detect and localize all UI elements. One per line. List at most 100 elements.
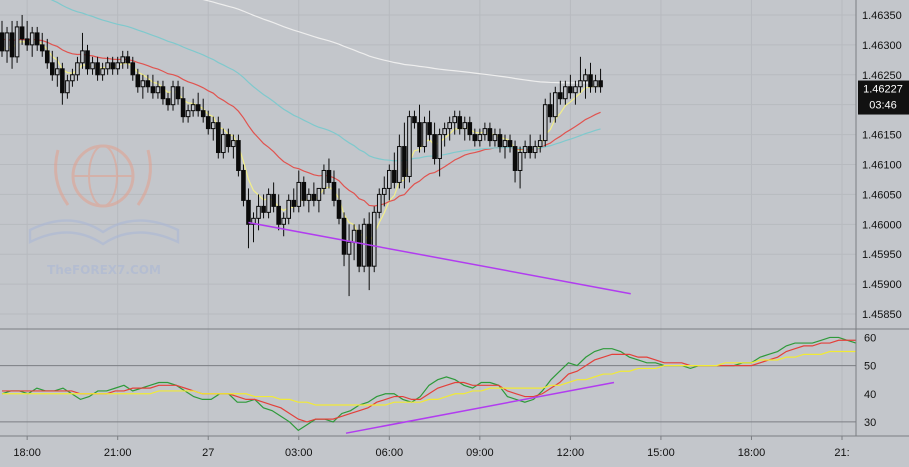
candle[interactable]	[120, 50, 126, 69]
candle[interactable]	[215, 116, 221, 159]
candle[interactable]	[522, 140, 528, 159]
candle[interactable]	[542, 98, 548, 147]
candle[interactable]	[145, 74, 151, 93]
candle[interactable]	[387, 164, 392, 201]
candle[interactable]	[14, 20, 20, 63]
candle[interactable]	[55, 56, 60, 87]
price-scale[interactable]: 1.45850 1.45900 1.45950 1.46000 1.46050 1.461…	[862, 10, 902, 321]
candle[interactable]	[427, 110, 432, 141]
candle[interactable]	[547, 92, 553, 123]
candle[interactable]	[9, 20, 15, 69]
candle[interactable]	[4, 26, 10, 63]
candle[interactable]	[286, 194, 292, 225]
candle[interactable]	[397, 134, 402, 189]
stochastic-trendline[interactable]	[345, 381, 615, 434]
price-panel[interactable]	[0, 0, 631, 297]
candle[interactable]	[195, 92, 201, 117]
candle[interactable]	[125, 50, 131, 69]
candle[interactable]	[39, 32, 45, 57]
candle[interactable]	[205, 110, 211, 135]
stochastic-panel[interactable]	[0, 336, 857, 434]
candle[interactable]	[236, 134, 241, 177]
candle[interactable]	[371, 206, 377, 273]
candle[interactable]	[75, 56, 80, 81]
candle[interactable]	[261, 194, 266, 219]
candle[interactable]	[291, 188, 297, 213]
candle[interactable]	[361, 218, 367, 273]
candle[interactable]	[80, 32, 85, 69]
candle[interactable]	[301, 176, 307, 207]
candle[interactable]	[573, 80, 578, 105]
candle[interactable]	[578, 56, 583, 93]
candle[interactable]	[241, 164, 246, 207]
candle[interactable]	[341, 212, 347, 267]
candle[interactable]	[150, 74, 156, 99]
candle[interactable]	[210, 116, 216, 141]
candle[interactable]	[90, 56, 95, 75]
candle[interactable]	[226, 128, 231, 153]
candle[interactable]	[221, 128, 226, 159]
candle[interactable]	[160, 80, 166, 105]
candle[interactable]	[316, 187, 322, 213]
candle[interactable]	[271, 182, 276, 213]
candle[interactable]	[130, 56, 136, 81]
candle[interactable]	[251, 212, 256, 243]
candle[interactable]	[306, 188, 312, 213]
candle[interactable]	[563, 80, 568, 105]
candle[interactable]	[281, 212, 286, 237]
candle[interactable]	[407, 110, 412, 183]
candle[interactable]	[532, 140, 538, 159]
candle[interactable]	[392, 152, 397, 189]
candle[interactable]	[50, 50, 55, 81]
candle[interactable]	[346, 224, 352, 297]
candle[interactable]	[447, 116, 452, 141]
candle[interactable]	[452, 110, 457, 135]
candle[interactable]	[185, 104, 191, 123]
candle[interactable]	[497, 128, 503, 153]
candle[interactable]	[402, 122, 407, 189]
candles[interactable]	[0, 14, 603, 297]
candle[interactable]	[517, 146, 523, 189]
candle[interactable]	[583, 68, 588, 99]
candle[interactable]	[105, 56, 110, 75]
candle[interactable]	[0, 20, 5, 57]
candle[interactable]	[457, 110, 463, 135]
candle[interactable]	[85, 44, 90, 75]
candle[interactable]	[321, 164, 327, 195]
stochastic-scale[interactable]: 30 40 50 60	[864, 332, 876, 428]
candle[interactable]	[482, 122, 488, 141]
candle[interactable]	[336, 188, 342, 225]
candle[interactable]	[34, 26, 40, 51]
candle[interactable]	[246, 188, 251, 249]
candle[interactable]	[326, 158, 332, 189]
candle[interactable]	[95, 56, 100, 81]
candle[interactable]	[467, 116, 473, 141]
candle[interactable]	[598, 68, 603, 93]
candle[interactable]	[24, 20, 30, 51]
candle[interactable]	[588, 62, 593, 93]
candle[interactable]	[487, 122, 493, 147]
candle[interactable]	[115, 56, 120, 75]
candle[interactable]	[165, 92, 171, 111]
candle[interactable]	[492, 128, 498, 147]
candle[interactable]	[422, 116, 427, 153]
candle[interactable]	[60, 62, 65, 105]
candle[interactable]	[412, 110, 417, 129]
candle[interactable]	[100, 62, 105, 81]
candle[interactable]	[462, 116, 468, 141]
candle[interactable]	[200, 98, 206, 123]
candle[interactable]	[432, 122, 437, 165]
candle[interactable]	[311, 182, 317, 207]
trendline-stochastic[interactable]	[345, 381, 615, 434]
candle[interactable]	[44, 38, 50, 69]
candle[interactable]	[553, 86, 558, 123]
candle[interactable]	[266, 188, 271, 219]
candle[interactable]	[29, 26, 35, 57]
candle[interactable]	[175, 80, 181, 105]
candle[interactable]	[507, 134, 513, 153]
candle[interactable]	[376, 188, 382, 219]
candle[interactable]	[180, 86, 186, 123]
candle[interactable]	[512, 140, 518, 183]
candle[interactable]	[170, 80, 176, 111]
